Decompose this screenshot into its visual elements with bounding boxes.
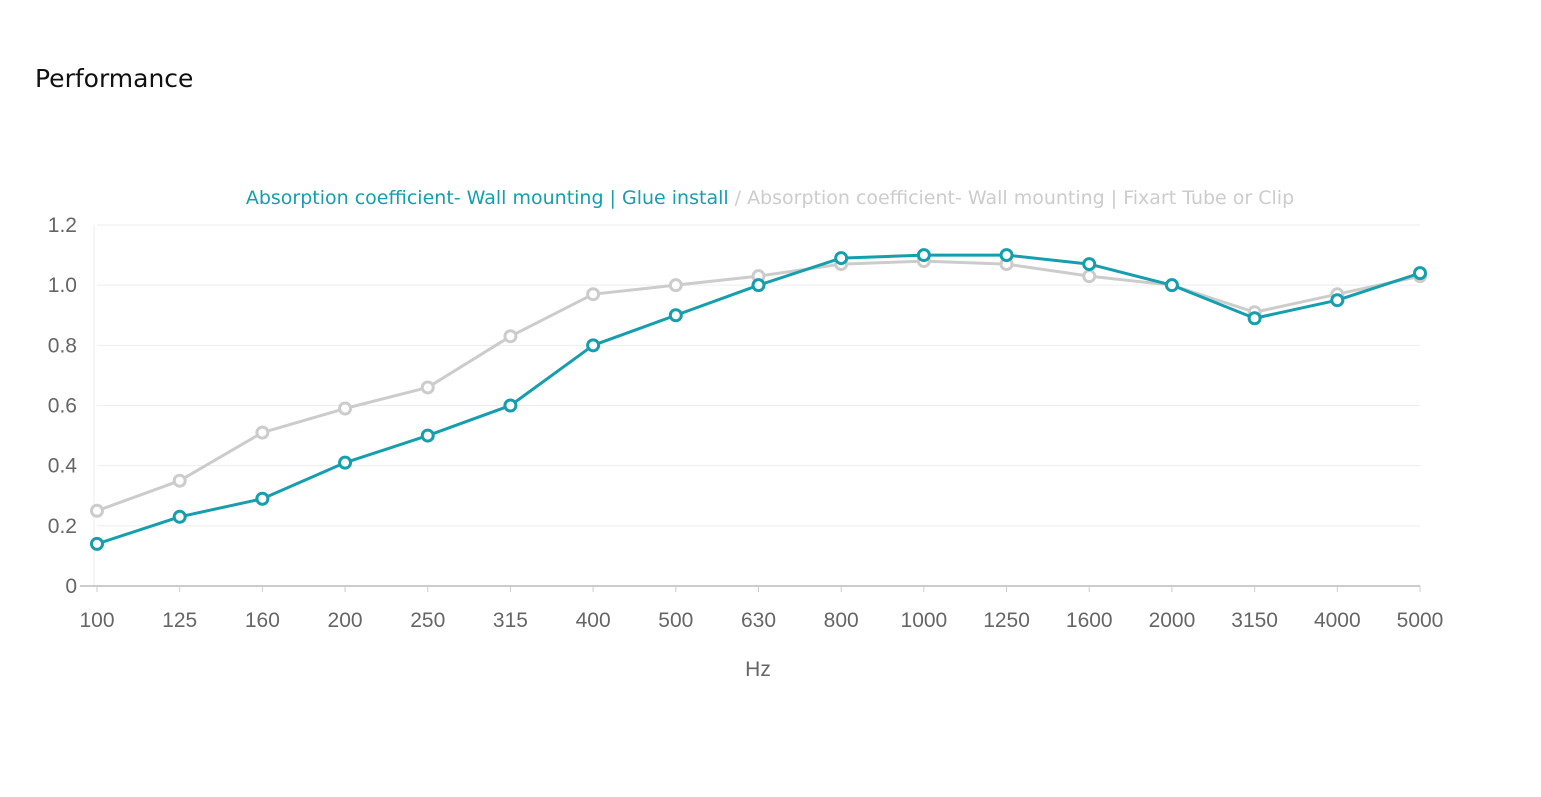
x-tick-label: 400	[576, 609, 611, 632]
x-axis-label: Hz	[745, 658, 771, 681]
y-tick-label: 0.4	[48, 455, 78, 478]
data-point[interactable]	[255, 491, 270, 506]
data-point[interactable]	[172, 473, 187, 488]
chart-legend[interactable]: Absorption coefficient- Wall mounting | …	[246, 187, 1294, 209]
data-point[interactable]	[172, 509, 187, 524]
data-point[interactable]	[1082, 269, 1097, 284]
series-layer	[90, 248, 1427, 551]
y-tick-label: 0.6	[48, 395, 77, 418]
x-tick-label: 5000	[1397, 609, 1444, 632]
data-point[interactable]	[751, 278, 766, 293]
y-tick-label: 0	[65, 575, 77, 598]
data-point[interactable]	[668, 308, 683, 323]
data-point[interactable]	[586, 338, 601, 353]
x-tick-label: 1250	[983, 609, 1030, 632]
x-tick-label: 630	[741, 609, 776, 632]
y-tick-label: 0.8	[48, 334, 77, 357]
x-tick-label: 200	[328, 609, 363, 632]
data-point[interactable]	[668, 278, 683, 293]
data-point[interactable]	[1164, 278, 1179, 293]
data-point[interactable]	[503, 398, 518, 413]
axes	[80, 225, 1420, 587]
data-point[interactable]	[255, 425, 270, 440]
data-point[interactable]	[338, 455, 353, 470]
data-point[interactable]	[834, 251, 849, 266]
x-tick-label: 4000	[1314, 609, 1361, 632]
data-point[interactable]	[420, 428, 435, 443]
grid-lines	[97, 224, 1420, 527]
x-tick-label: 1000	[901, 609, 948, 632]
svg-text:Absorption coefficient- Wall m: Absorption coefficient- Wall mounting | …	[246, 187, 1294, 209]
x-tick-label: 500	[658, 609, 693, 632]
series-glue-install-line	[96, 253, 1421, 546]
x-tick-label: 125	[162, 609, 197, 632]
page-title: Performance	[35, 64, 194, 93]
data-point[interactable]	[916, 248, 931, 263]
x-tick-label: 250	[410, 609, 445, 632]
data-point[interactable]	[90, 536, 104, 551]
y-axis-ticks: 0 0.2 0.4 0.6 0.8 1.0 1.2	[48, 214, 78, 598]
x-tick-label: 100	[79, 609, 114, 632]
x-tick-label: 160	[245, 609, 280, 632]
legend-item-fixart-tube-clip[interactable]: Absorption coefficient- Wall mounting | …	[747, 187, 1294, 209]
x-tick-label: 2000	[1149, 609, 1196, 632]
series-fixart-tube-clip-line	[96, 259, 1421, 513]
legend-item-glue-install[interactable]: Absorption coefficient- Wall mounting | …	[246, 187, 729, 209]
legend-separator: /	[735, 187, 742, 209]
x-tick-label: 315	[493, 609, 528, 632]
data-point[interactable]	[1247, 311, 1262, 326]
x-tick-label: 3150	[1231, 609, 1278, 632]
data-point[interactable]	[1330, 293, 1345, 308]
x-axis-ticks: 100 125 160 200 250 315 400 500 630 800 1000 1250 16…	[79, 586, 1443, 632]
x-tick-label: 800	[824, 609, 859, 632]
data-point[interactable]	[586, 287, 601, 302]
y-tick-label: 1.2	[48, 214, 77, 237]
data-point[interactable]	[999, 248, 1014, 263]
series-fixart-tube-clip	[90, 254, 1427, 518]
data-point[interactable]	[420, 380, 435, 395]
x-tick-label: 1600	[1066, 609, 1113, 632]
data-point[interactable]	[90, 503, 104, 518]
series-glue-install	[90, 248, 1427, 551]
data-point[interactable]	[1413, 266, 1427, 281]
data-point[interactable]	[1082, 257, 1097, 272]
y-tick-label: 0.2	[48, 515, 77, 538]
data-point[interactable]	[338, 401, 353, 416]
y-tick-label: 1.0	[48, 274, 77, 297]
data-point[interactable]	[503, 329, 518, 344]
